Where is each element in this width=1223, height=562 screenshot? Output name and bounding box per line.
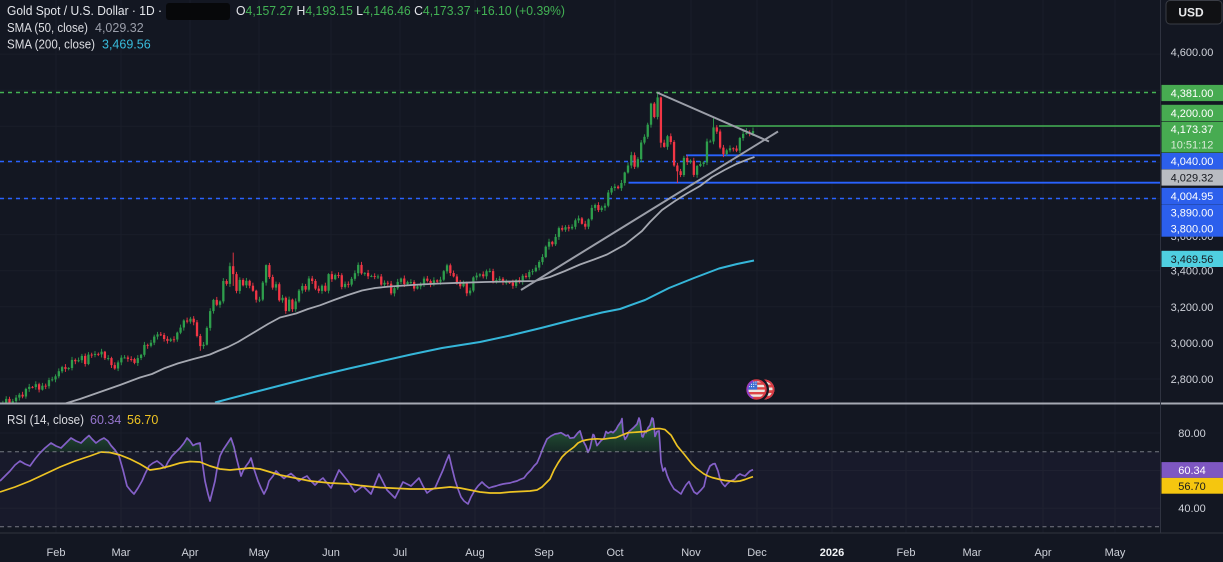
svg-text:Apr: Apr [1034,547,1051,559]
svg-text:Sep: Sep [534,547,554,559]
svg-text:RSI (14, close): RSI (14, close) [7,413,84,427]
svg-text:3,890.00: 3,890.00 [1171,207,1214,219]
svg-text:3,469.56: 3,469.56 [1171,254,1214,266]
svg-text:O4,157.27 H4,193.15 L4,146.4: O4,157.27 H4,193.15 L4,146.46 C4,173.37 … [236,3,565,18]
svg-text:Mar: Mar [963,547,982,559]
svg-text:Feb: Feb [897,547,916,559]
svg-text:Apr: Apr [181,547,198,559]
svg-text:56.70: 56.70 [127,413,158,427]
svg-text:4,029.32: 4,029.32 [1171,173,1214,185]
svg-text:4,381.00: 4,381.00 [1171,88,1214,100]
svg-text:4,173.37: 4,173.37 [1171,124,1214,136]
svg-text:Jun: Jun [322,547,340,559]
svg-text:May: May [1105,547,1126,559]
svg-text:4,029.32: 4,029.32 [95,21,144,35]
svg-text:3,800.00: 3,800.00 [1171,224,1214,236]
svg-text:56.70: 56.70 [1178,481,1206,493]
svg-text:4,004.95: 4,004.95 [1171,191,1214,203]
svg-text:60.34: 60.34 [1178,465,1206,477]
svg-text:SMA (50, close): SMA (50, close) [7,21,88,35]
svg-text:2,800.00: 2,800.00 [1171,374,1214,386]
svg-text:Dec: Dec [747,547,767,559]
svg-text:4,600.00: 4,600.00 [1171,47,1214,59]
svg-text:80.00: 80.00 [1178,428,1206,440]
svg-text:10:51:12: 10:51:12 [1171,140,1214,152]
svg-text:40.00: 40.00 [1178,503,1206,515]
svg-text:3,469.56: 3,469.56 [102,38,151,52]
svg-text:Nov: Nov [681,547,701,559]
svg-text:4,040.00: 4,040.00 [1171,156,1214,168]
svg-text:3,000.00: 3,000.00 [1171,338,1214,350]
svg-text:Feb: Feb [47,547,66,559]
svg-text:Mar: Mar [112,547,131,559]
svg-text:USD: USD [1178,6,1204,20]
svg-text:4,200.00: 4,200.00 [1171,108,1214,120]
svg-text:Gold Spot / U.S. Dollar · 1D ·: Gold Spot / U.S. Dollar · 1D · [7,3,162,18]
svg-text:Aug: Aug [465,547,485,559]
svg-text:3,200.00: 3,200.00 [1171,302,1214,314]
svg-text:Jul: Jul [393,547,407,559]
svg-text:Oct: Oct [606,547,623,559]
svg-text:2026: 2026 [820,547,844,559]
svg-text:May: May [249,547,270,559]
svg-text:3,400.00: 3,400.00 [1171,266,1214,278]
svg-text:SMA (200, close): SMA (200, close) [7,38,95,52]
svg-text:60.34: 60.34 [90,413,121,427]
